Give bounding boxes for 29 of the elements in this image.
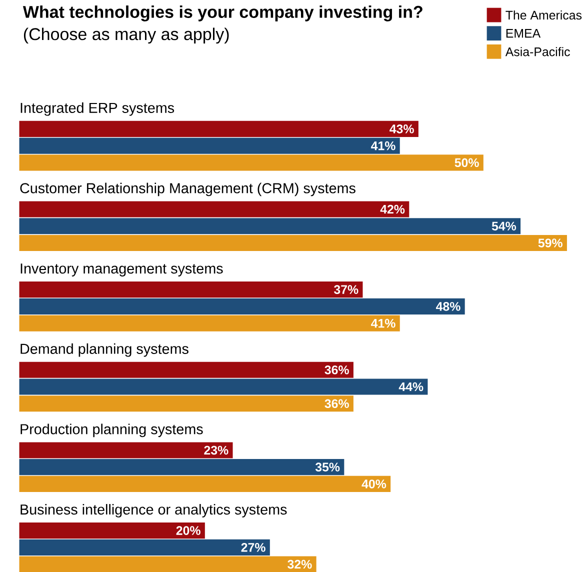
data-label: 32% [288, 560, 312, 569]
legend-label: The Americas [506, 10, 582, 20]
y-tick-label: Business intelligence or analytics systems [20, 504, 287, 518]
data-label: 42% [380, 204, 405, 214]
y-tick-label: Integrated ERP systems [20, 102, 174, 116]
data-label: 54% [492, 222, 516, 230]
data-label: 36% [324, 365, 349, 374]
data-label: 41% [371, 141, 396, 150]
data-label: 36% [324, 399, 349, 408]
data-label: 44% [398, 382, 424, 391]
chart-title: What technologies is your company investing in? [22, 5, 422, 22]
data-label: 37% [334, 285, 358, 294]
data-label: 27% [241, 542, 266, 552]
data-label: 59% [538, 238, 562, 248]
y-tick-label: Inventory management systems [20, 263, 223, 276]
data-label: 50% [454, 158, 479, 167]
data-label: 20% [176, 526, 200, 535]
legend-label: Asia-Pacific [505, 46, 570, 56]
data-label: 23% [204, 446, 228, 454]
y-tick-label: Customer Relationship Management (CRM) systems [20, 182, 356, 196]
data-label: 40% [362, 479, 386, 488]
chart-subtitle: (Choose as many as apply) [24, 28, 229, 44]
data-label: 35% [315, 462, 340, 472]
data-label: 43% [390, 124, 414, 134]
data-label: 48% [436, 302, 460, 311]
legend-label: EMEA [506, 28, 541, 38]
y-tick-label: Production planning systems [20, 424, 203, 437]
data-label: 41% [371, 318, 396, 328]
y-tick-label: Demand planning systems [20, 343, 188, 357]
